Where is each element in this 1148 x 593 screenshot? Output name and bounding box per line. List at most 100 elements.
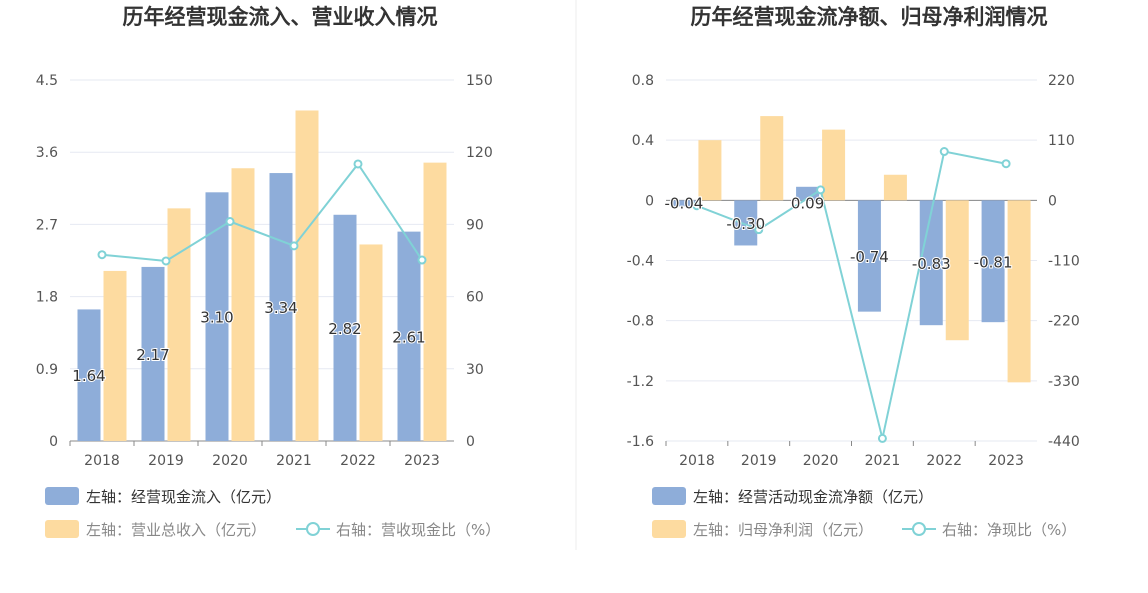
chart2-ratio-point — [1001, 159, 1011, 169]
left-axis-tick-label: 0.4 — [632, 133, 654, 149]
chart2-ratio-point — [877, 433, 887, 443]
right-axis-tick-label: -330 — [1048, 374, 1080, 390]
legend-swatch-cash-inflow[interactable] — [45, 487, 79, 505]
chart1-bar-primary — [397, 231, 421, 441]
right-axis-tick-label: 60 — [466, 290, 484, 306]
right-axis-tick-label: -220 — [1048, 314, 1080, 330]
chart2-bar-data-label: -0.04 — [665, 194, 704, 212]
chart1-ratio-point — [97, 250, 107, 260]
chart2-bar-secondary — [945, 200, 969, 341]
chart1-bar-data-label: 1.64 — [72, 367, 105, 385]
chart2-bar-data-label: -0.83 — [912, 255, 951, 273]
x-axis-tick-label: 2019 — [148, 453, 184, 469]
chart2-bar-data-label: -0.74 — [850, 248, 889, 266]
right-axis-tick-label: 0 — [466, 434, 475, 450]
chart1-title: 历年经营现金流入、营业收入情况 — [123, 5, 438, 29]
chart1-bar-secondary — [359, 244, 383, 441]
chart1-bar-secondary — [103, 270, 127, 441]
chart1-bar-data-label: 2.61 — [392, 328, 425, 346]
left-axis-tick-label: 0 — [49, 434, 58, 450]
chart2-ratio-point — [692, 201, 702, 211]
right-axis-tick-label: -110 — [1048, 254, 1080, 270]
chart2-plot: 0.8 0.4 0 -0.4 -0.8 -1.2 -1.6 220 110 0 -110 -220 -3… — [627, 73, 1080, 469]
legend-line-icon[interactable] — [296, 522, 330, 536]
chart2-bar-primary — [672, 200, 696, 207]
x-axis-tick-label: 2020 — [803, 453, 839, 469]
chart2-ratio-point — [754, 225, 764, 235]
x-axis-tick-label: 2022 — [926, 453, 962, 469]
chart1-ratio-line — [101, 162, 423, 263]
chart2-bar-data-label: -0.30 — [726, 215, 765, 233]
chart1-ratio-point — [225, 217, 235, 227]
chart1-ratio-point — [417, 255, 427, 265]
chart1-ratio-point — [353, 159, 363, 169]
left-axis-tick-label: 3.6 — [36, 145, 58, 161]
legend-swatch-revenue[interactable] — [45, 520, 79, 538]
legend-label-revenue[interactable]: 左轴：营业总收入（亿元） — [86, 521, 266, 539]
chart2-bar-primary — [734, 200, 758, 246]
chart1-bar-primary — [141, 266, 165, 441]
chart1-ratio-point — [161, 256, 171, 266]
chart2-bar-secondary — [822, 129, 846, 201]
chart2-bar-secondary — [760, 116, 784, 201]
legend-label-cash-inflow[interactable]: 左轴：经营现金流入（亿元） — [86, 488, 281, 506]
x-axis-tick-label: 2018 — [679, 453, 715, 469]
x-axis-tick-label: 2023 — [988, 453, 1024, 469]
legend-label-net-profit[interactable]: 左轴：归母净利润（亿元） — [693, 521, 873, 539]
legend-swatch-net-profit[interactable] — [652, 520, 686, 538]
chart1-bar-primary — [333, 214, 357, 441]
x-axis-tick-label: 2023 — [404, 453, 440, 469]
chart2-title: 历年经营现金流净额、归母净利润情况 — [691, 5, 1048, 29]
x-axis-tick-label: 2021 — [865, 453, 901, 469]
legend-line-icon[interactable] — [902, 522, 936, 536]
chart2-ratio-line — [696, 150, 1007, 439]
chart1-bar-primary — [77, 309, 101, 441]
chart2-ratio-point — [939, 147, 949, 157]
right-axis-tick-label: 30 — [466, 362, 484, 378]
x-axis-tick-label: 2018 — [84, 453, 120, 469]
x-axis-tick-label: 2021 — [276, 453, 312, 469]
legend-label-revenue-cash-ratio[interactable]: 右轴：营收现金比（%） — [336, 521, 500, 539]
chart2-bar-primary — [857, 200, 881, 312]
right-axis-tick-label: -440 — [1048, 434, 1080, 450]
chart2-bar-data-label: 0.09 — [791, 194, 824, 212]
x-axis-tick-label: 2022 — [340, 453, 376, 469]
chart2-bar-data-label: -0.81 — [974, 253, 1013, 271]
x-axis-tick-label: 2020 — [212, 453, 248, 469]
left-axis-tick-label: 2.7 — [36, 217, 58, 233]
chart1-bar-secondary — [231, 168, 255, 441]
right-axis-tick-label: 90 — [466, 217, 484, 233]
right-axis-tick-label: 220 — [1048, 73, 1075, 89]
legend-label-net-cash-flow[interactable]: 左轴：经营活动现金流净额（亿元） — [693, 488, 933, 506]
chart1-bar-secondary — [295, 110, 319, 442]
chart1-bar-primary — [205, 192, 229, 441]
right-axis-tick-label: 120 — [466, 145, 493, 161]
chart2-bar-secondary — [698, 140, 722, 201]
left-axis-tick-label: -0.4 — [627, 254, 654, 270]
chart2-ratio-point — [816, 185, 826, 195]
left-axis-tick-label: 0 — [645, 193, 654, 209]
chart1-bar-secondary — [423, 162, 447, 441]
chart2-bar-secondary — [1007, 200, 1031, 383]
left-axis-tick-label: -1.6 — [627, 434, 654, 450]
right-axis-tick-label: 0 — [1048, 193, 1057, 209]
legend-swatch-net-cash-flow[interactable] — [652, 487, 686, 505]
chart1-plot: 4.5 3.6 2.7 1.8 0.9 0 150 120 90 60 30 0 2018 2019 202… — [36, 73, 493, 469]
left-axis-tick-label: -0.8 — [627, 314, 654, 330]
chart1-bar-data-label: 2.17 — [136, 346, 169, 364]
chart1-bar-primary — [269, 173, 293, 441]
left-axis-tick-label: 0.9 — [36, 362, 58, 378]
chart2-bar-primary — [919, 200, 943, 326]
chart1-bar-data-label: 3.10 — [200, 309, 233, 327]
legend-label-net-cash-ratio[interactable]: 右轴：净现比（%） — [942, 521, 1076, 539]
right-axis-tick-label: 150 — [466, 73, 493, 89]
chart1-bar-data-label: 3.34 — [264, 299, 297, 317]
x-axis-tick-label: 2019 — [741, 453, 777, 469]
chart2-bar-primary — [981, 200, 1005, 323]
chart1-bar-data-label: 2.82 — [328, 320, 361, 338]
chart1-ratio-point — [289, 241, 299, 251]
left-axis-tick-label: 4.5 — [36, 73, 58, 89]
left-axis-tick-label: 0.8 — [632, 73, 654, 89]
